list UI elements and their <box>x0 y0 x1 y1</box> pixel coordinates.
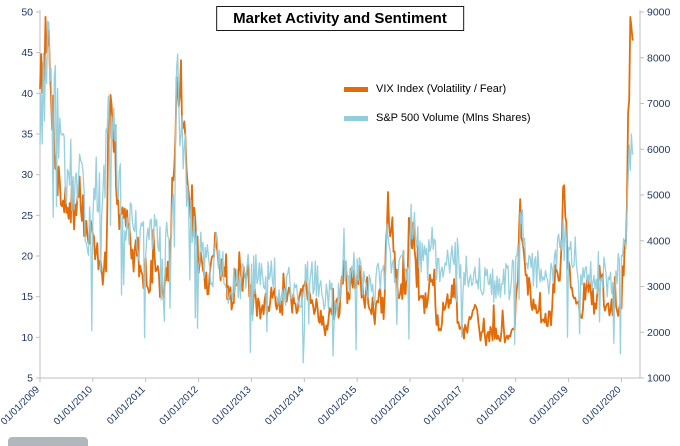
legend-label-vix: VIX Index (Volatility / Fear) <box>376 83 507 95</box>
left-axis-label: 5 <box>27 373 33 385</box>
x-axis-label: 01/01/2015 <box>316 384 359 427</box>
left-axis-label: 35 <box>21 129 33 141</box>
right-axis-label: 4000 <box>647 235 671 247</box>
left-axis-label: 50 <box>21 7 33 19</box>
legend-item-volume: S&P 500 Volume (Mlns Shares) <box>344 112 530 124</box>
right-axis-label: 6000 <box>647 144 671 156</box>
x-axis-label: 01/01/2018 <box>475 384 518 427</box>
right-axis-label: 1000 <box>647 373 671 385</box>
x-axis-label: 01/01/2016 <box>369 384 412 427</box>
right-axis-label: 7000 <box>647 98 671 110</box>
watermark-bar <box>8 437 88 446</box>
legend-swatch-1 <box>344 115 368 121</box>
left-axis-label: 30 <box>21 169 33 181</box>
x-axis-label: 01/01/2011 <box>105 384 148 427</box>
x-axis-label: 01/01/2014 <box>263 384 306 427</box>
x-axis-label: 01/01/2012 <box>158 384 201 427</box>
x-axis-label: 01/01/2010 <box>52 384 95 427</box>
left-axis-label: 45 <box>21 47 33 59</box>
vix-line <box>39 15 634 347</box>
right-axis-label: 9000 <box>647 7 671 19</box>
left-axis-label: 10 <box>21 332 33 344</box>
right-axis-label: 8000 <box>647 52 671 64</box>
x-axis-label: 01/01/2017 <box>422 384 465 427</box>
legend-swatch-0 <box>344 86 368 92</box>
legend-item-vix: VIX Index (Volatility / Fear) <box>344 83 530 95</box>
left-axis-label: 40 <box>21 88 33 100</box>
left-axis-label: 20 <box>21 251 33 263</box>
x-axis-label: 01/01/2020 <box>580 384 623 427</box>
x-axis-label: 01/01/2013 <box>210 384 253 427</box>
volume-line <box>39 20 634 364</box>
x-axis-label: 01/01/2009 <box>0 384 42 427</box>
right-axis-label: 5000 <box>647 190 671 202</box>
chart-legend: VIX Index (Volatility / Fear) S&P 500 Vo… <box>344 83 530 141</box>
left-axis-label: 25 <box>21 210 33 222</box>
legend-label-volume: S&P 500 Volume (Mlns Shares) <box>376 112 531 124</box>
left-axis-label: 15 <box>21 291 33 303</box>
x-axis-label: 01/01/2019 <box>528 384 571 427</box>
right-axis-label: 2000 <box>647 327 671 339</box>
chart-title: Market Activity and Sentiment <box>216 6 464 31</box>
right-axis-label: 3000 <box>647 281 671 293</box>
